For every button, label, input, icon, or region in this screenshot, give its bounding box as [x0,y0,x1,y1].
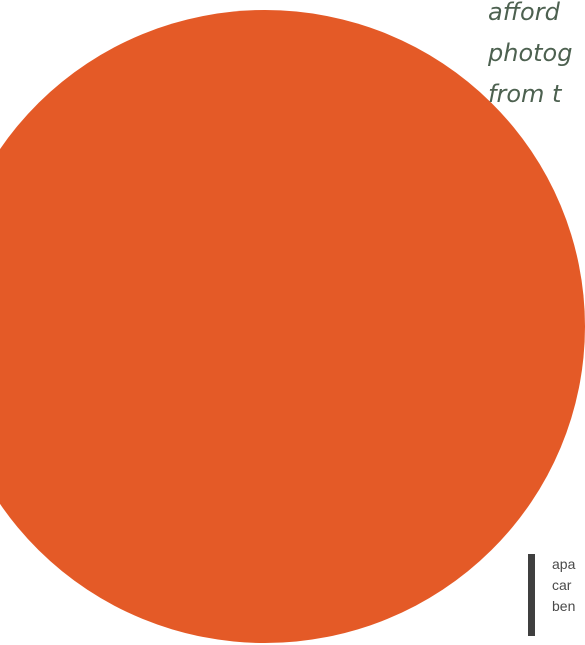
pull-quote: afford photog from t [488,0,572,115]
pull-quote-line-2: photog [488,39,573,67]
caption-line-2: car [552,577,572,593]
orange-circle-graphic [0,10,585,643]
pull-quote-line-3: from t [488,80,562,108]
pull-quote-line-1: afford [488,0,560,26]
caption-line-1: apa [552,556,576,572]
caption-text: apa car ben [552,554,575,617]
caption-accent-bar [528,554,535,636]
caption-line-3: ben [552,598,576,614]
image-caption: apa car ben [528,554,585,636]
